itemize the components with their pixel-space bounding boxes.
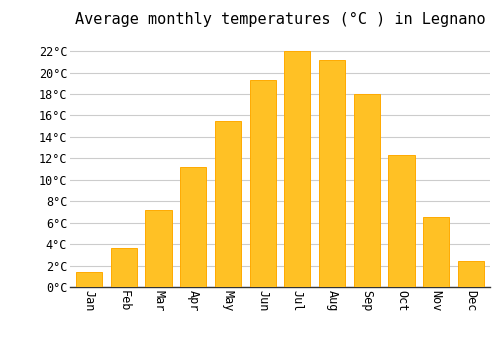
Bar [180,167,206,287]
Bar [423,217,449,287]
Bar [284,51,310,287]
Bar [458,261,484,287]
Bar [111,248,137,287]
Bar [76,272,102,287]
Title: Average monthly temperatures (°C ) in Legnano: Average monthly temperatures (°C ) in Le… [74,12,486,27]
Bar [146,210,172,287]
Bar [388,155,414,287]
Bar [319,60,345,287]
Bar [215,121,241,287]
Bar [250,80,276,287]
Bar [354,94,380,287]
